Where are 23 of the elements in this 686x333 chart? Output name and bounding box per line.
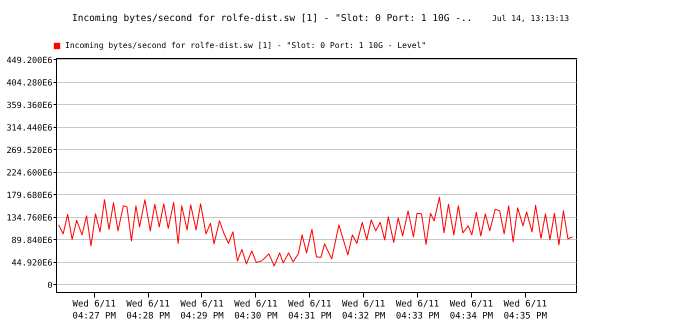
y-tick-label: 89.840E6: [12, 236, 52, 246]
legend-label: Incoming bytes/second for rolfe-dist.sw [1] - "Slot: 0 Port: 1 10G - Level": [65, 41, 426, 50]
text: Jul 14, 13:13:13: [492, 14, 570, 23]
x-tick-label: Wed 6/11 04:27 PM: [72, 300, 116, 322]
y-tick-label: 404.280E6: [6, 78, 52, 88]
y-tick-label: 44.920E6: [12, 258, 52, 268]
y-tick-label: 269.520E6: [6, 146, 52, 156]
x-tick-label: Wed 6/11 04:29 PM: [180, 300, 224, 322]
x-tick-label: Wed 6/11 04:30 PM: [234, 300, 278, 322]
x-tick-label: Wed 6/11 04:28 PM: [126, 300, 170, 322]
y-tick-label: 314.440E6: [6, 123, 52, 134]
x-tick-label: Wed 6/11 04:31 PM: [288, 300, 332, 322]
x-tick-label: Wed 6/11 04:33 PM: [396, 300, 440, 322]
y-tick-label: 224.600E6: [6, 168, 52, 178]
x-tick-label: Wed 6/11 04:34 PM: [450, 300, 494, 322]
y-tick-label: 449.200E6: [6, 56, 52, 66]
y-tick-label: 0: [47, 280, 52, 291]
x-tick-label: Wed 6/11 04:32 PM: [342, 300, 386, 322]
y-tick-label: 179.680E6: [6, 190, 52, 201]
y-tick-label: 359.360E6: [6, 100, 52, 111]
y-tick-label: 134.760E6: [6, 213, 52, 224]
x-tick-label: Wed 6/11 04:35 PM: [504, 300, 548, 322]
chart-title: Incoming bytes/second for rolfe-dist.sw [1] - "Slot: 0 Port: 1 10G -..: [72, 13, 472, 24]
